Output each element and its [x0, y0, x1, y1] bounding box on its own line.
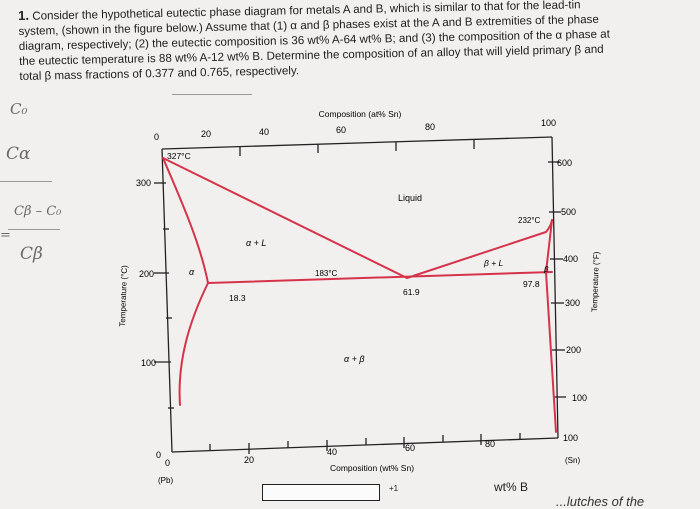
right-tick-100: 100	[572, 393, 587, 403]
liquid-label: Liquid	[398, 193, 422, 203]
cut-off-text: ...lutches of the	[556, 494, 645, 509]
alpha-beta-label: α + β	[344, 354, 365, 364]
top-tick-80: 80	[425, 122, 435, 132]
eutectic-isotherm	[207, 271, 553, 284]
alpha-liquid-label: α + L	[246, 238, 266, 248]
handwritten-c0: C₀	[10, 100, 28, 118]
left-tick-100: 100	[141, 358, 156, 368]
bottom-tick-100: 100	[563, 433, 578, 443]
right-axis-title: Temperature (°F)	[590, 251, 601, 312]
bottom-axis-title: Composition (wt% Sn)	[330, 463, 414, 473]
diagram-axes	[154, 136, 566, 454]
solidus-beta	[545, 219, 553, 273]
eutectic-temperature-label: 183°C	[315, 269, 338, 278]
solvus-alpha-lower	[178, 282, 209, 406]
alpha-label: α	[189, 267, 195, 277]
left-tick-300: 300	[136, 178, 151, 188]
beta-liquid-label: β + L	[483, 258, 504, 268]
beta-label: β	[543, 265, 549, 274]
bottom-tick-80: 80	[485, 439, 495, 449]
top-tick-40: 40	[259, 127, 269, 137]
underline-mark	[172, 94, 252, 95]
top-tick-0: 0	[154, 132, 159, 142]
bottom-tick-20: 20	[244, 455, 254, 465]
right-tick-400: 400	[563, 254, 578, 264]
liquidus-right	[406, 219, 553, 279]
bottom-tick-60: 60	[405, 443, 415, 453]
top-axis-title: Composition (at% Sn)	[319, 109, 402, 119]
left-tick-200: 200	[139, 269, 154, 279]
solvus-alpha-upper	[162, 157, 209, 284]
left-axis	[161, 148, 173, 453]
bottom-axis	[171, 437, 559, 453]
answer-unit-label: wt% B	[494, 480, 529, 494]
handwritten-c-beta: Cβ	[20, 244, 43, 264]
handwritten-cb-minus-c0: Cβ – C₀	[14, 204, 62, 219]
fraction-bar-2	[8, 229, 60, 230]
left-axis-title: Temperature (°C)	[118, 265, 129, 327]
sn-melting-point: 232°C	[518, 216, 541, 225]
pb-note: (Pb)	[158, 476, 173, 485]
alpha-limit-label: 18.3	[229, 293, 246, 303]
liquidus-left	[162, 157, 408, 279]
bottom-tick-0: 0	[165, 458, 170, 468]
right-tick-600: 600	[557, 158, 572, 168]
answer-input[interactable]	[262, 484, 380, 501]
bottom-tick-40: 40	[327, 447, 337, 457]
right-axis	[551, 136, 559, 439]
right-tick-500: 500	[561, 207, 576, 217]
beta-limit-label: 97.8	[523, 279, 540, 289]
fraction-bar-1	[0, 181, 52, 182]
handwritten-equals: =	[0, 228, 11, 243]
handwritten-c-alpha: Cα	[6, 144, 31, 164]
top-tick-60: 60	[336, 125, 346, 135]
top-axis	[161, 136, 553, 150]
top-tick-20: 20	[201, 129, 211, 139]
sn-note: (Sn)	[565, 456, 580, 465]
answer-superscript: +1	[389, 484, 399, 493]
left-tick-0: 0	[156, 450, 161, 460]
top-tick-100: 100	[541, 118, 556, 128]
solvus-beta	[545, 271, 557, 433]
pb-melting-point: 327°C	[167, 151, 191, 161]
right-tick-200: 200	[566, 345, 581, 355]
right-tick-300: 300	[565, 298, 580, 308]
phase-boundaries	[162, 157, 557, 433]
eutectic-composition-label: 61.9	[403, 287, 420, 297]
